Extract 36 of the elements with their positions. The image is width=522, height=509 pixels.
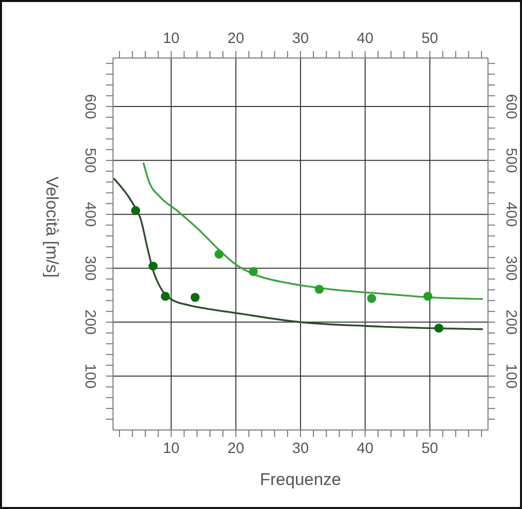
y2-tick-label: 600 <box>502 94 520 120</box>
y2-tick-label: 200 <box>502 310 520 335</box>
y-tick-label: 600 <box>82 94 98 120</box>
line-series <box>142 162 484 300</box>
point <box>214 250 224 259</box>
y-tick-label: 400 <box>82 202 98 227</box>
x-axis-title: Frequenze <box>260 470 342 489</box>
y-tick-label: 100 <box>82 364 98 389</box>
point <box>434 324 444 333</box>
point <box>423 292 432 301</box>
x2-tick-label: 50 <box>421 30 438 47</box>
x2-tick-label: 20 <box>228 30 244 47</box>
y2-tick-label: 400 <box>502 202 520 227</box>
point <box>160 292 170 301</box>
y2-tick-label: 500 <box>502 148 520 173</box>
point <box>367 294 376 303</box>
y-tick-label: 500 <box>82 148 98 173</box>
point <box>148 262 158 271</box>
x-tick-label: 40 <box>356 440 374 457</box>
x2-tick-label: 30 <box>292 30 309 47</box>
y-tick-label: 300 <box>82 256 98 281</box>
point <box>314 284 324 294</box>
x2-tick-label: 40 <box>356 30 374 47</box>
x2-tick-label: 10 <box>162 30 180 47</box>
point <box>131 206 140 216</box>
point <box>190 292 200 302</box>
y-axis-title: Velocità [m/s] <box>42 176 62 278</box>
x-tick-label: 10 <box>162 440 180 457</box>
y2-tick-label: 100 <box>502 364 520 389</box>
y2-tick-label: 300 <box>502 256 520 281</box>
point <box>248 266 258 276</box>
x-tick-label: 20 <box>228 440 244 457</box>
line-series <box>113 177 484 330</box>
y-tick-label: 200 <box>82 310 98 335</box>
x-tick-label: 30 <box>292 440 309 457</box>
x-tick-label: 50 <box>421 440 438 457</box>
